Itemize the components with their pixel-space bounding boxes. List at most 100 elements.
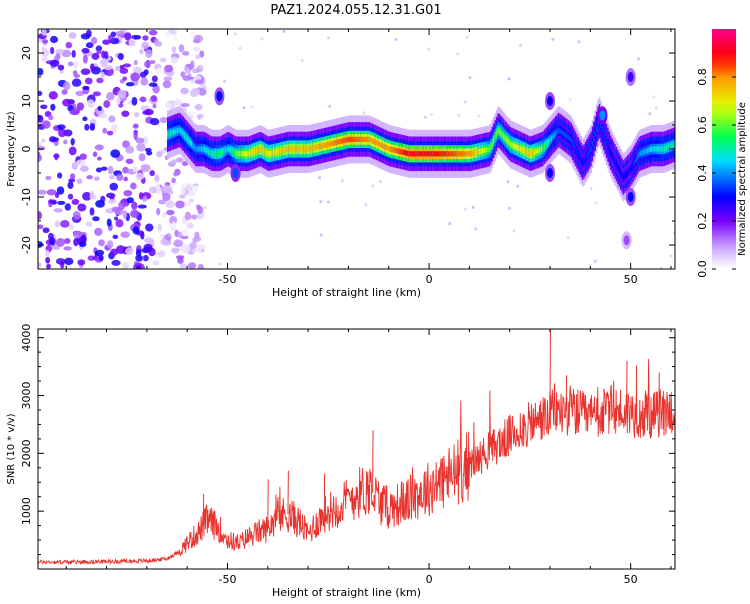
noise-cell [116,97,121,104]
noise-cell [176,157,184,162]
ridge-cell [240,151,242,156]
ridge-lobe [599,110,605,120]
ridge-cell [243,151,245,156]
colorbar-label: Normalized spectral amplitude [737,102,748,256]
noise-cell [93,151,97,157]
spectrogram-y-tick-label: 20 [20,46,33,60]
noise-cell [173,239,183,247]
ridge-cell [359,137,361,142]
ridge-cell [431,151,433,156]
ridge-cell [501,132,503,137]
noise-cell [181,71,186,77]
noise-cell [96,167,102,172]
ridge-cell [188,138,190,143]
ridge-cell [247,151,249,156]
noise-cell [107,131,114,136]
noise-cell [133,226,140,234]
noise-cell [195,55,200,59]
noise-cell [204,206,207,209]
ridge-cell [621,173,623,178]
ridge-cell [229,147,231,152]
ridge-cell [657,146,659,151]
ridge-cell [586,154,588,159]
noise-cell [149,170,155,176]
noise-cell [90,191,95,198]
noise-cell [134,35,141,40]
ridge-cell [298,146,300,151]
noise-cell [637,57,640,60]
ridge-cell [384,144,386,149]
spectrogram-x-tick-label: -50 [219,273,237,286]
noise-cell [179,264,187,268]
noise-cell [430,113,433,116]
noise-cell [124,32,131,40]
ridge-cell [345,138,347,143]
ridge-cell [286,147,288,152]
noise-cell [162,185,172,193]
ridge-cell [604,134,606,139]
ridge-cell [475,150,477,155]
ridge-cell [432,151,434,156]
ridge-cell [578,152,580,157]
ridge-cell [658,146,660,151]
ridge-cell [624,173,626,178]
ridge-cell [672,143,674,148]
ridge-cell [619,167,621,172]
ridge-cell [610,150,612,155]
ridge-cell [648,147,650,152]
noise-cell [160,239,168,245]
noise-cell [93,91,101,96]
noise-cell [50,36,58,43]
noise-cell [318,176,321,179]
noise-cell [40,104,47,109]
noise-cell [133,123,139,128]
ridge-cell [290,146,292,151]
noise-cell [196,245,204,253]
ridge-cell [266,150,268,155]
noise-cell [140,77,148,85]
noise-cell [106,208,112,213]
ridge-cell [465,151,467,156]
ridge-cell [233,150,235,155]
ridge-cell [366,137,368,142]
ridge-cell [343,138,345,143]
ridge-cell [311,146,313,151]
figure-title: PAZ1.2024.055.12.31.G01 [270,3,441,18]
ridge-cell [175,129,177,134]
noise-cell [77,179,83,184]
noise-cell [123,210,128,219]
snr-y-axis-label: SNR (10 * v/v) [6,413,17,484]
ridge-cell [667,145,669,150]
ridge-cell [365,137,367,142]
noise-cell [57,124,65,129]
ridge-cell [603,130,605,135]
ridge-cell [490,145,492,150]
ridge-cell [278,149,280,154]
snr-y-tick-label: 4000 [20,324,33,352]
ridge-cell [620,170,622,175]
noise-cell [77,259,85,265]
noise-cell [145,49,152,58]
noise-cell [223,80,226,83]
noise-cell [125,146,134,154]
noise-cell [150,118,159,125]
snr-x-tick-label: 50 [624,573,638,586]
ridge-cell [434,151,436,156]
ridge-cell [592,141,594,146]
ridge-cell [671,143,673,148]
ridge-cell [479,149,481,154]
ridge-cell [257,147,259,152]
noise-cell [181,187,185,196]
ridge-cell [427,151,429,156]
noise-cell [171,221,175,229]
ridge-cell [413,151,415,156]
ridge-cell [277,149,279,154]
noise-cell [371,184,374,187]
ridge-cell [503,133,505,138]
ridge-cell [192,143,194,148]
noise-cell [77,203,86,211]
ridge-cell [197,146,199,151]
noise-cell [192,46,200,51]
noise-cell [594,260,597,263]
ridge-cell [473,150,475,155]
